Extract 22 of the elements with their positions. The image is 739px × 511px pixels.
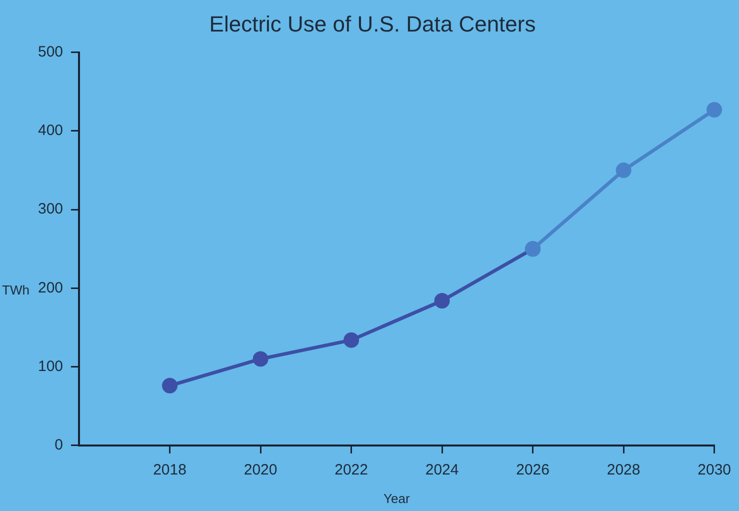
y-axis-title: TWh xyxy=(2,282,30,298)
x-tick-label: 2020 xyxy=(244,462,278,479)
point xyxy=(162,378,178,394)
x-tick-label: 2024 xyxy=(425,462,459,479)
y-tick-label: 400 xyxy=(38,122,64,140)
y-tick-label: 100 xyxy=(38,358,64,375)
x-tick-label: 2026 xyxy=(516,462,550,479)
y-tick-label: 300 xyxy=(38,200,64,218)
x-tick-label: 2030 xyxy=(698,462,732,479)
x-tick-label: 2022 xyxy=(334,462,368,479)
y-tick-label: 0 xyxy=(54,436,64,454)
x-tick-label: 2018 xyxy=(153,462,186,479)
chart-title: Electric Use of U.S. Data Centers xyxy=(209,11,536,36)
y-tick-label: 500 xyxy=(38,44,64,61)
x-tick-label: 2028 xyxy=(606,462,640,479)
point xyxy=(252,351,268,367)
point xyxy=(616,162,632,178)
x-axis-title: Year xyxy=(384,490,410,506)
point xyxy=(706,102,722,118)
point xyxy=(434,293,450,309)
point xyxy=(344,332,360,348)
y-tick-label: 200 xyxy=(38,279,64,296)
